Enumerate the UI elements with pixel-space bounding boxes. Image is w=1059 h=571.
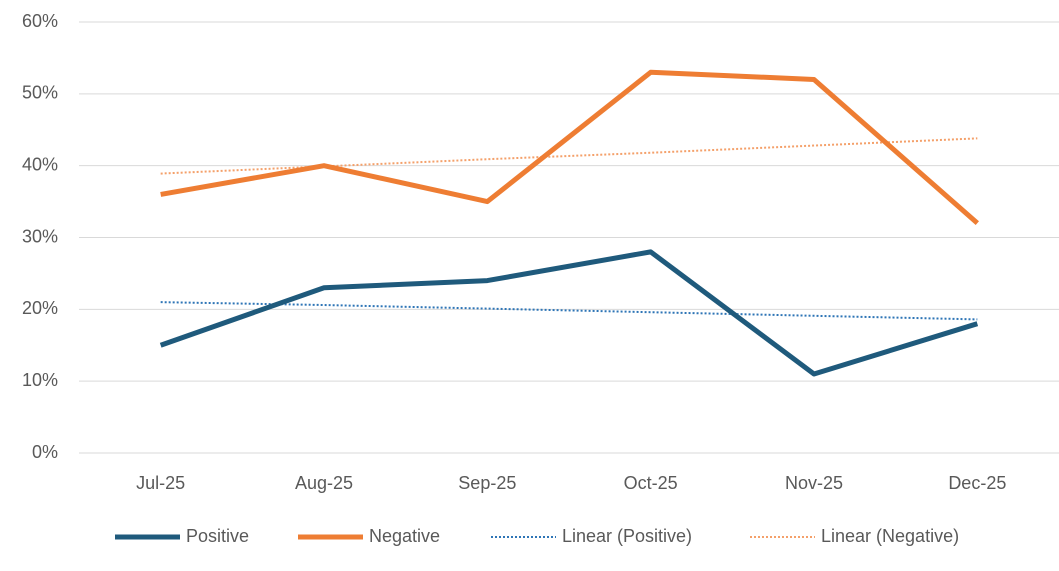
y-tick-label: 50% [22, 83, 58, 103]
y-tick-label: 0% [32, 442, 58, 462]
x-tick-label: Nov-25 [785, 473, 843, 493]
y-tick-label: 40% [22, 154, 58, 174]
x-tick-label: Oct-25 [624, 473, 678, 493]
legend-label: Positive [186, 526, 249, 546]
trend-line [160, 301, 978, 321]
x-tick-label: Dec-25 [948, 473, 1006, 493]
x-tick-label: Aug-25 [295, 473, 353, 493]
legend-label: Linear (Positive) [562, 526, 692, 546]
x-tick-label: Sep-25 [458, 473, 516, 493]
trend-line [160, 137, 978, 175]
data-line [159, 249, 979, 377]
y-tick-label: 10% [22, 370, 58, 390]
legend-label: Negative [369, 526, 440, 546]
y-tick-label: 30% [22, 226, 58, 246]
data-line [160, 69, 979, 226]
x-tick-label: Jul-25 [136, 473, 185, 493]
legend-label: Linear (Negative) [821, 526, 959, 546]
y-tick-label: 20% [22, 298, 58, 318]
y-tick-label: 60% [22, 11, 58, 31]
